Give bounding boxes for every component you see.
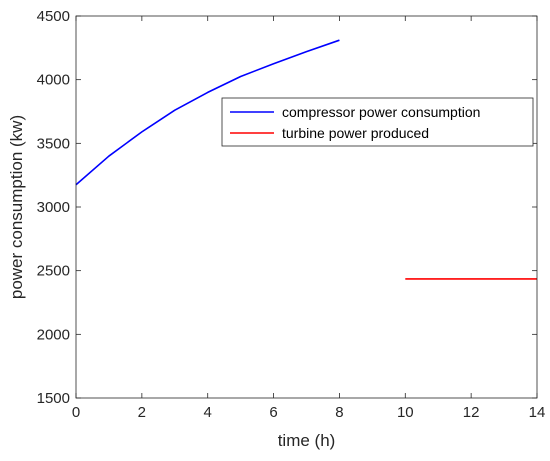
y-tick-label: 4500 [37, 8, 70, 25]
plot-area [76, 16, 537, 398]
y-tick-label: 1500 [37, 390, 70, 407]
x-tick-label: 4 [204, 404, 212, 421]
x-tick-label: 10 [397, 404, 414, 421]
series-layer [75, 39, 537, 280]
x-tick-label: 2 [138, 404, 146, 421]
series-line-1 [75, 39, 340, 186]
y-tick-label: 3000 [37, 199, 70, 216]
x-tick-label: 6 [269, 404, 277, 421]
x-tick-label: 8 [335, 404, 343, 421]
y-tick-label: 2000 [37, 326, 70, 343]
y-axis-label: power consumption (kw) [7, 115, 26, 299]
x-tick-label: 14 [529, 404, 546, 421]
legend-label: compressor power consumption [282, 104, 480, 120]
y-tick-label: 2500 [37, 263, 70, 280]
x-tick-label: 12 [463, 404, 480, 421]
y-tick-label: 4000 [37, 72, 70, 89]
x-tick-label: 0 [72, 404, 80, 421]
plot-background [76, 16, 537, 398]
legend: compressor power consumption turbine powe… [221, 97, 534, 147]
legend-label: turbine power produced [282, 125, 429, 141]
legend-box [221, 97, 534, 147]
x-axis-label: time (h) [278, 431, 336, 450]
axes-layer: 0 2 4 6 8 10 12 14 1500 2000 2500 3000 3500 4000 4500 [37, 8, 546, 421]
y-tick-label: 3500 [37, 135, 70, 152]
